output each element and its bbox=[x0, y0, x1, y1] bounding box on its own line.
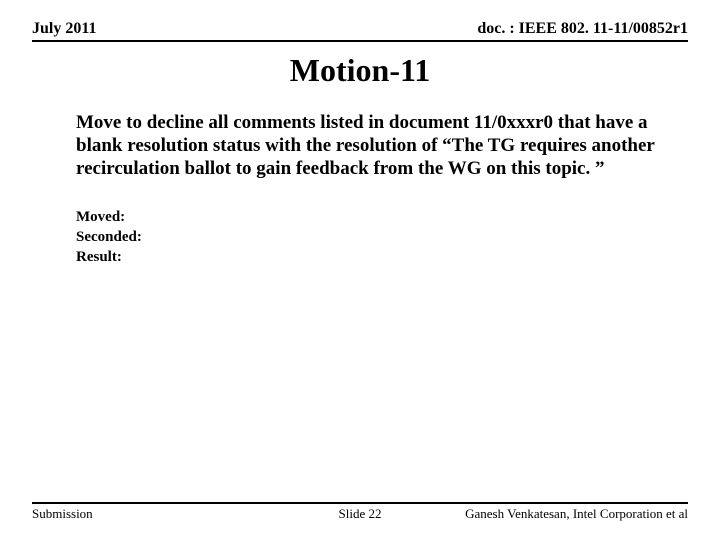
header-date: July 2011 bbox=[32, 20, 96, 38]
header-docref: doc. : IEEE 802. 11-11/00852r1 bbox=[477, 20, 688, 38]
footer-rule bbox=[32, 502, 688, 504]
seconded-label: Seconded: bbox=[76, 227, 658, 247]
footer-author: Ganesh Venkatesan, Intel Corporation et … bbox=[465, 506, 688, 522]
slide-body: Move to decline all comments listed in d… bbox=[32, 111, 688, 502]
result-label: Result: bbox=[76, 247, 658, 267]
footer-slide-number: Slide 22 bbox=[339, 506, 382, 522]
slide-title: Motion-11 bbox=[32, 52, 688, 89]
motion-fields: Moved: Seconded: Result: bbox=[76, 207, 658, 268]
footer-left: Submission bbox=[32, 506, 93, 522]
moved-label: Moved: bbox=[76, 207, 658, 227]
slide-page: July 2011 doc. : IEEE 802. 11-11/00852r1… bbox=[0, 0, 720, 540]
footer-row: Submission Slide 22 Ganesh Venkatesan, I… bbox=[32, 506, 688, 522]
footer: Submission Slide 22 Ganesh Venkatesan, I… bbox=[32, 502, 688, 522]
header: July 2011 doc. : IEEE 802. 11-11/00852r1 bbox=[32, 20, 688, 42]
motion-text: Move to decline all comments listed in d… bbox=[76, 111, 658, 181]
